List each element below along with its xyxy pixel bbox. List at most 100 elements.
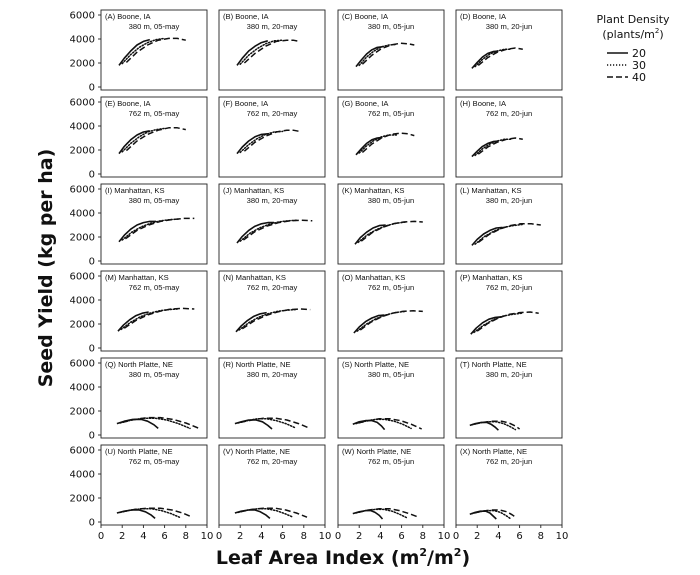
panel-condition: 380 m, 20-jun [486, 370, 532, 379]
series-line-30 [237, 418, 297, 429]
panel-frame [455, 444, 563, 526]
x-tick-label: 8 [301, 531, 307, 542]
x-tick-label: 0 [453, 531, 459, 542]
panel-frame [337, 96, 445, 178]
series-line-30 [355, 508, 408, 519]
panel-frame [218, 357, 326, 439]
panel-condition: 380 m, 05-jun [368, 370, 414, 379]
series-line-20 [118, 220, 157, 243]
series-line-40 [357, 508, 419, 518]
y-tick-label: 2000 [70, 59, 95, 70]
panel-title: (X) North Platte, NE [460, 447, 527, 456]
x-axis-label: Leaf Area Index (m2/m2) [216, 546, 470, 569]
panel-title: (G) Boone, IA [342, 99, 389, 108]
panel-frame [100, 183, 208, 265]
series-line-20 [471, 226, 503, 246]
panel-frame [455, 96, 563, 178]
series-line-30 [121, 127, 166, 153]
y-tick-label: 0 [89, 83, 95, 94]
x-tick-label: 6 [279, 531, 285, 542]
legend-title-end: ) [659, 28, 663, 41]
panel-title: (C) Boone, IA [342, 12, 389, 21]
x-axis-label-sup-1: 2 [419, 546, 427, 559]
series-line-30 [358, 134, 398, 154]
panel-frame [218, 444, 326, 526]
panel-frame [455, 357, 563, 439]
series-line-40 [123, 307, 195, 329]
series-line-30 [121, 37, 166, 65]
series-line-40 [477, 137, 523, 155]
series-line-20 [236, 221, 275, 244]
y-tick-label: 2000 [70, 146, 95, 157]
y-tick-label: 2000 [70, 233, 95, 244]
panel-condition: 762 m, 05-jun [368, 109, 414, 118]
x-tick-label: 10 [201, 531, 214, 542]
x-tick-label: 6 [398, 531, 404, 542]
x-tick-label: 4 [495, 531, 501, 542]
x-tick-label: 2 [474, 531, 480, 542]
series-line-20 [354, 224, 386, 245]
legend-title-sup: 2 [655, 27, 659, 35]
series-line-30 [356, 310, 406, 332]
panel-title: (V) North Platte, NE [223, 447, 290, 456]
series-line-40 [241, 308, 311, 330]
panel-title: (K) Manhattan, KS [342, 186, 404, 195]
panel-title: (E) Boone, IA [105, 99, 152, 108]
series-line-40 [125, 37, 186, 63]
series-line-20 [116, 418, 159, 430]
series-line-20 [355, 46, 383, 68]
legend-label-30: 30 [632, 59, 646, 72]
x-tick-label: 8 [183, 531, 189, 542]
series-line-20 [353, 314, 385, 334]
series-line-30 [358, 43, 398, 67]
panel-condition: 762 m, 05-may [129, 457, 180, 466]
x-tick-label: 6 [516, 531, 522, 542]
series-line-40 [477, 223, 541, 244]
series-line-40 [240, 417, 311, 430]
series-line-20 [234, 419, 273, 430]
panel-frame [100, 270, 208, 352]
panel-title: (I) Manhattan, KS [105, 186, 165, 195]
series-line-30 [239, 39, 284, 65]
legend-label-40: 40 [632, 71, 646, 84]
x-axis-label-mid: /m [427, 547, 454, 569]
series-line-40 [360, 220, 423, 242]
panel-condition: 762 m, 20-may [247, 283, 298, 292]
series-line-30 [237, 508, 294, 518]
series-line-40 [122, 416, 201, 430]
series-line-20 [471, 140, 499, 158]
panel-frame [100, 444, 208, 526]
x-tick-label: 2 [356, 531, 362, 542]
panel-condition: 380 m, 20-may [247, 22, 298, 31]
x-tick-label: 10 [319, 531, 332, 542]
panel-frame [337, 444, 445, 526]
series-line-40 [240, 507, 308, 518]
panel-frame [218, 9, 326, 91]
panel-title: (U) North Platte, NE [105, 447, 173, 456]
legend-title-line2: (plants/m2) [602, 27, 663, 41]
panel-title: (W) North Platte, NE [342, 447, 411, 456]
series-line-30 [473, 312, 523, 334]
panel-frame [455, 270, 563, 352]
panel-title: (F) Boone, IA [223, 99, 269, 108]
panel-condition: 762 m, 05-jun [368, 457, 414, 466]
x-axis-label-main: Leaf Area Index (m [216, 547, 420, 569]
legend-title-line2-main: (plants/m [602, 28, 655, 41]
panel-condition: 762 m, 20-may [247, 457, 298, 466]
y-tick-label: 4000 [70, 35, 95, 46]
